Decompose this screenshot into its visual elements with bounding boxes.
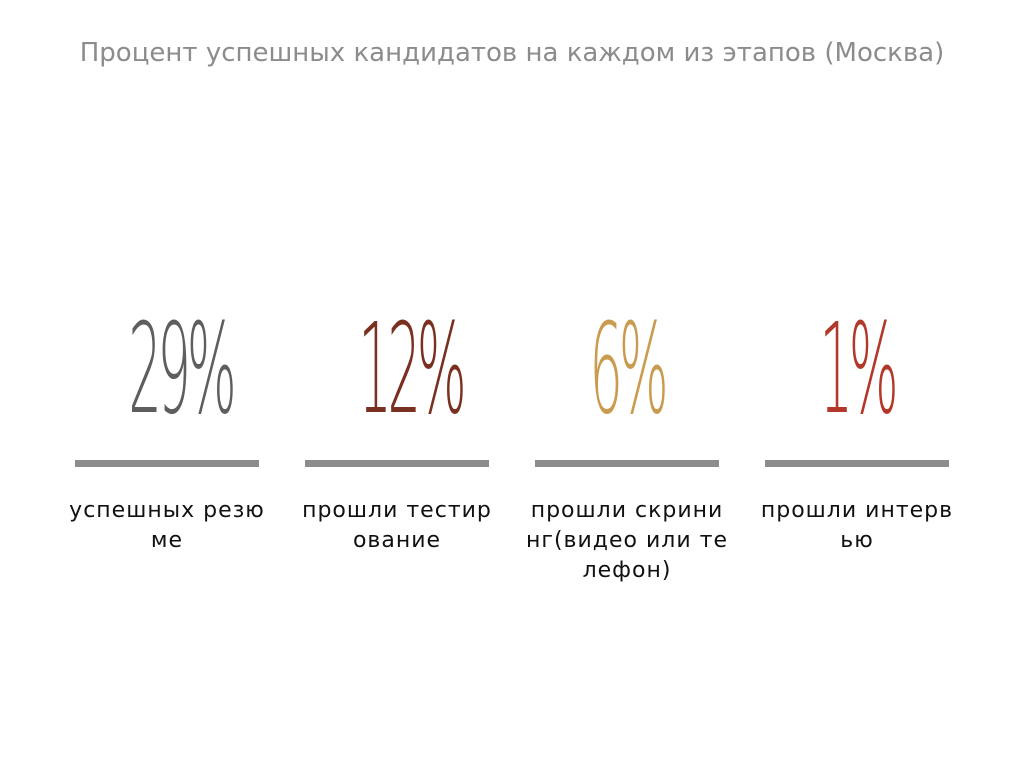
stat-label: прошли тестирование — [302, 498, 492, 553]
stat-value: 1% — [819, 297, 899, 442]
stat-card-interview: 1% прошли интервью — [761, 297, 952, 554]
stat-card-screening: 6% прошли скрининг(видео или телефон) — [526, 297, 727, 584]
stat-card-resume: 29% успешных резюме — [69, 297, 264, 554]
stat-value: 6% — [589, 297, 669, 442]
chart-title: Процент успешных кандидатов на каждом из… — [79, 38, 945, 68]
stat-label: прошли скрининг(видео или телефон) — [526, 498, 728, 583]
stat-card-testing: 12% прошли тестирование — [302, 297, 491, 554]
stat-label: прошли интервью — [760, 498, 954, 553]
stat-label: успешных резюме — [69, 498, 265, 553]
stat-value: 12% — [358, 297, 466, 442]
stat-divider — [305, 460, 489, 467]
stat-value: 29% — [128, 297, 236, 442]
stat-divider — [765, 460, 949, 467]
stat-divider — [75, 460, 259, 467]
stat-divider — [535, 460, 719, 467]
